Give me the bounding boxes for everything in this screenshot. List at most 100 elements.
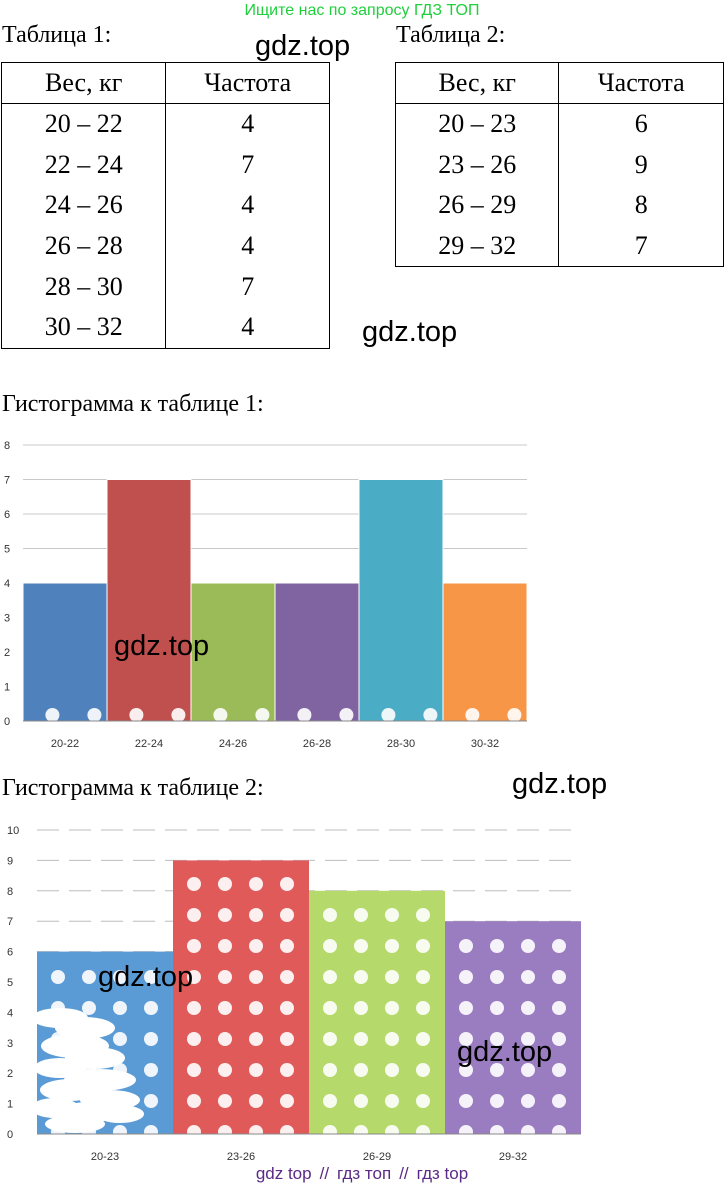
table2-cell-frequency: 7 [558,225,724,268]
dot-pattern [385,1063,399,1077]
dot-pattern [129,708,144,722]
watermark: gdz.top [114,630,210,662]
dot-pattern [187,877,201,891]
dot-pattern [249,1063,263,1077]
dot-pattern [213,708,228,722]
dot-pattern [465,708,480,722]
dot-pattern [459,939,473,953]
promo-banner: Ищите нас по запросу ГДЗ ТОП [244,2,480,19]
dot-pattern [51,970,65,984]
watermark: gdz.top [255,30,351,62]
hist1-caption: Гистограмма к таблице 1: [2,391,264,417]
table2-row: 20 – 23 6 [394,103,724,145]
y-tick-label: 5 [4,544,10,556]
dot-pattern [323,908,337,922]
footer-separator: // [319,1164,330,1183]
y-tick-label: 7 [7,916,13,928]
scribble-mark [96,1105,144,1123]
footer-text: гдз топ [337,1164,392,1183]
dot-pattern [385,1094,399,1108]
dot-pattern [354,939,368,953]
table1-cell-range: 26 – 28 [0,225,167,267]
dot-pattern [381,708,396,722]
dot-pattern [113,1125,127,1139]
dot-pattern [354,1094,368,1108]
dot-pattern [521,939,535,953]
dot-pattern [249,908,263,922]
scribble-mark [55,1017,115,1039]
watermark: gdz.top [512,768,608,800]
dot-pattern [521,1125,535,1139]
dot-pattern [187,1094,201,1108]
dot-pattern [416,939,430,953]
dot-pattern [490,970,504,984]
y-tick-label: 2 [7,1068,13,1080]
dot-pattern [385,1001,399,1015]
dot-pattern [249,1032,263,1046]
table2-cell-frequency: 8 [558,185,724,226]
dot-pattern [459,970,473,984]
dot-pattern [218,1001,232,1015]
x-tick-label: 26-29 [363,1151,391,1163]
dot-pattern [87,708,102,722]
x-tick-label: 20-23 [91,1151,119,1163]
dot-pattern [218,1125,232,1139]
footer-watermark: gdz top // гдз топ // гдз top [0,1164,724,1184]
table1-cell-frequency: 4 [165,103,330,145]
dot-pattern [218,1032,232,1046]
dot-pattern [280,1125,294,1139]
dot-pattern [187,908,201,922]
scribble-mark [45,1115,105,1133]
dot-pattern [280,1094,294,1108]
y-tick-label: 0 [7,1129,13,1141]
dot-pattern [297,708,312,722]
y-tick-label: 3 [7,1038,13,1050]
bar [442,582,528,722]
dot-pattern [416,908,430,922]
x-tick-label: 24-26 [219,738,247,750]
table1-row: 24 – 26 4 [0,185,330,226]
dot-pattern [249,939,263,953]
table2-cell-range: 29 – 32 [394,225,560,268]
dot-pattern [255,708,270,722]
table2-row: 23 – 26 9 [394,144,724,186]
dot-pattern [144,1063,158,1077]
dot-pattern [552,939,566,953]
dot-pattern [490,1094,504,1108]
bar [274,582,360,722]
hist2-caption: Гистограмма к таблице 2: [2,775,264,801]
x-tick-label: 20-22 [51,738,79,750]
dot-pattern [171,708,186,722]
table1-cell-frequency: 7 [165,144,330,186]
x-tick-label: 23-26 [227,1151,255,1163]
table1-cell-range: 28 – 30 [0,266,167,307]
x-tick-label: 29-32 [499,1151,527,1163]
y-tick-label: 2 [4,647,10,659]
dot-pattern [354,908,368,922]
table1-row: 28 – 30 7 [0,266,330,307]
dot-pattern [323,1032,337,1046]
x-tick-label: 30-32 [471,738,499,750]
dot-pattern [280,908,294,922]
table2-cell-frequency: 9 [558,144,724,186]
bar [22,582,108,722]
histogram-2: 0 1 2 3 4 5 6 7 8 9 10 20-23 23-26 26-29 29-32 [7,825,581,1163]
table1-cell-frequency: 7 [165,266,330,307]
dot-pattern [187,1032,201,1046]
watermark: gdz.top [98,961,194,993]
dot-pattern [552,1001,566,1015]
dot-pattern [416,1063,430,1077]
bar [358,479,444,722]
dot-pattern [323,939,337,953]
table1-row: 20 – 22 4 [0,103,330,145]
y-tick-label: 7 [4,475,10,487]
dot-pattern [187,1063,201,1077]
watermark: gdz.top [362,316,458,348]
dot-pattern [521,970,535,984]
y-tick-label: 6 [7,947,13,959]
dot-pattern [416,1001,430,1015]
table2-cell-range: 23 – 26 [394,144,560,186]
table1-caption: Таблица 1: [2,22,112,48]
dot-pattern [323,1063,337,1077]
dot-pattern [280,1001,294,1015]
